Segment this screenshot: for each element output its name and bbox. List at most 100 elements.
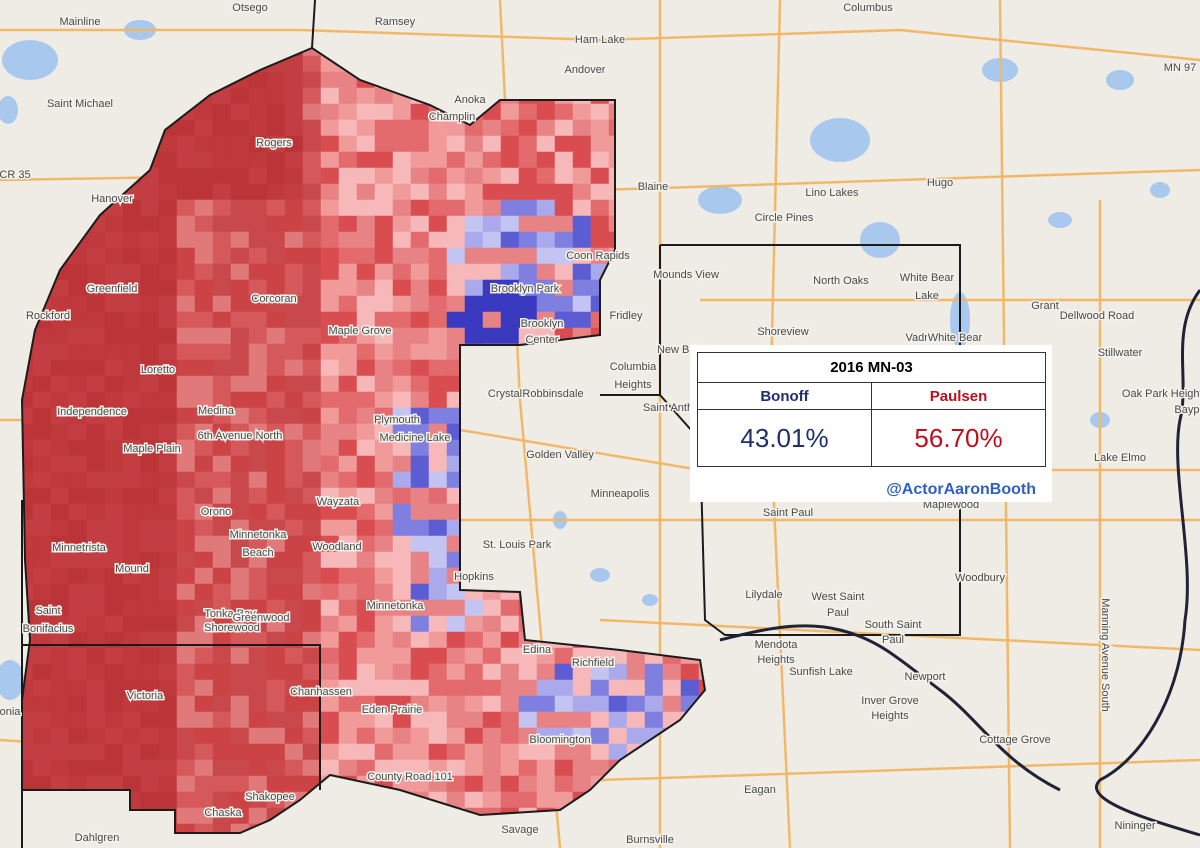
- precinct: [122, 71, 142, 89]
- precinct: [302, 647, 322, 665]
- precinct: [410, 391, 430, 409]
- precinct: [500, 359, 520, 377]
- precinct: [176, 263, 196, 281]
- precinct: [338, 631, 358, 649]
- precinct: [194, 711, 214, 729]
- precinct: [194, 151, 214, 169]
- precinct: [86, 167, 106, 185]
- precinct: [32, 583, 52, 601]
- place-label: Newport: [905, 671, 946, 683]
- precinct: [428, 343, 448, 361]
- precinct: [176, 151, 196, 169]
- precinct: [392, 743, 412, 761]
- place-label: Edina: [523, 644, 552, 656]
- precinct: [428, 295, 448, 313]
- precinct: [590, 743, 610, 761]
- place-label: Saint Anth: [643, 402, 693, 414]
- precinct: [140, 471, 160, 489]
- precinct: [482, 215, 502, 233]
- precinct: [140, 247, 160, 265]
- precinct: [572, 151, 592, 169]
- precinct: [176, 759, 196, 777]
- precinct: [464, 199, 484, 217]
- precinct: [266, 327, 286, 345]
- precinct: [626, 55, 646, 73]
- precinct: [212, 55, 232, 73]
- precinct: [698, 215, 705, 233]
- precinct: [176, 551, 196, 569]
- precinct: [428, 631, 448, 649]
- precinct: [194, 343, 214, 361]
- precinct: [284, 727, 304, 745]
- precinct: [104, 503, 124, 521]
- precinct: [590, 519, 610, 537]
- precinct: [626, 791, 646, 809]
- precinct: [662, 311, 682, 329]
- precinct: [428, 743, 448, 761]
- place-label: Woodland: [312, 541, 361, 553]
- precinct: [140, 295, 160, 313]
- precinct: [194, 215, 214, 233]
- precinct: [212, 167, 232, 185]
- precinct: [356, 183, 376, 201]
- precinct: [68, 151, 88, 169]
- precinct: [248, 439, 268, 457]
- precinct: [698, 711, 705, 729]
- precinct: [428, 471, 448, 489]
- place-label: Ham Lake: [575, 34, 625, 46]
- precinct: [608, 119, 628, 137]
- place-label: Minneapolis: [591, 488, 650, 500]
- place-label: Greenwood: [233, 612, 290, 624]
- precinct: [608, 695, 628, 713]
- precinct: [320, 247, 340, 265]
- precinct: [230, 295, 250, 313]
- precinct: [428, 247, 448, 265]
- precinct: [428, 455, 448, 473]
- precinct: [266, 567, 286, 585]
- precinct: [356, 119, 376, 137]
- precinct: [680, 551, 700, 569]
- precinct: [554, 407, 574, 425]
- precinct: [212, 583, 232, 601]
- precinct: [266, 263, 286, 281]
- precinct: [338, 167, 358, 185]
- precinct: [536, 295, 556, 313]
- precinct: [230, 55, 250, 73]
- precinct: [302, 759, 322, 777]
- place-label: Fridley: [609, 310, 643, 322]
- place-label: Brooklyn: [521, 318, 564, 330]
- precinct: [158, 71, 178, 89]
- precinct: [572, 583, 592, 601]
- precinct: [22, 151, 34, 169]
- precinct: [104, 599, 124, 617]
- precinct: [230, 231, 250, 249]
- precinct: [122, 599, 142, 617]
- precinct: [590, 87, 610, 105]
- precinct: [590, 679, 610, 697]
- precinct: [608, 71, 628, 89]
- precinct: [518, 247, 538, 265]
- precinct: [32, 759, 52, 777]
- precinct: [158, 391, 178, 409]
- precinct: [176, 791, 196, 809]
- precinct: [590, 167, 610, 185]
- precinct: [248, 167, 268, 185]
- precinct: [446, 199, 466, 217]
- precinct: [230, 583, 250, 601]
- precinct: [68, 55, 88, 73]
- precinct: [554, 599, 574, 617]
- precinct: [356, 503, 376, 521]
- precinct: [158, 407, 178, 425]
- precinct: [536, 135, 556, 153]
- precinct: [158, 775, 178, 793]
- precinct: [68, 263, 88, 281]
- place-label: Richfield: [572, 657, 614, 669]
- precinct: [50, 71, 70, 89]
- precinct: [86, 519, 106, 537]
- precinct: [104, 295, 124, 313]
- precinct: [500, 663, 520, 681]
- precinct: [356, 215, 376, 233]
- precinct: [410, 567, 430, 585]
- precinct: [248, 183, 268, 201]
- precinct: [338, 295, 358, 313]
